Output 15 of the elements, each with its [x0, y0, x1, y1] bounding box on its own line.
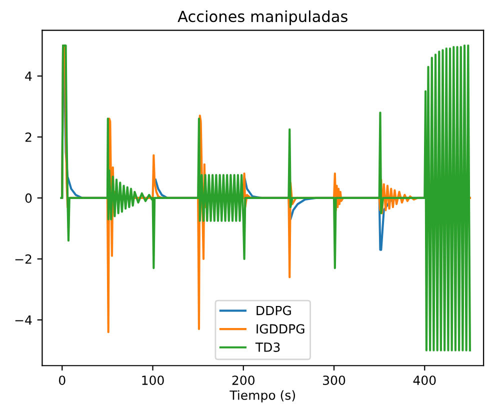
legend-label: DDPG — [256, 306, 291, 316]
x-tick-label: 400 — [413, 376, 436, 386]
y-tick-label: 2 — [25, 132, 32, 142]
x-tick-label: 200 — [232, 376, 254, 386]
x-axis-title: Tiempo (s) — [230, 390, 295, 402]
y-tick-label: 0 — [25, 193, 32, 203]
x-tick-label: 100 — [142, 376, 164, 386]
legend-label: IGDDPG — [256, 324, 304, 334]
legend-label: TD3 — [255, 342, 280, 352]
y-tick-label: 4 — [25, 72, 32, 81]
y-tick-label: −4 — [15, 316, 32, 325]
x-tick-label: 300 — [323, 376, 346, 386]
y-tick-label: −2 — [15, 254, 32, 264]
x-tick-label: 0 — [58, 376, 66, 386]
chart-title: Acciones manipuladas — [178, 10, 348, 26]
